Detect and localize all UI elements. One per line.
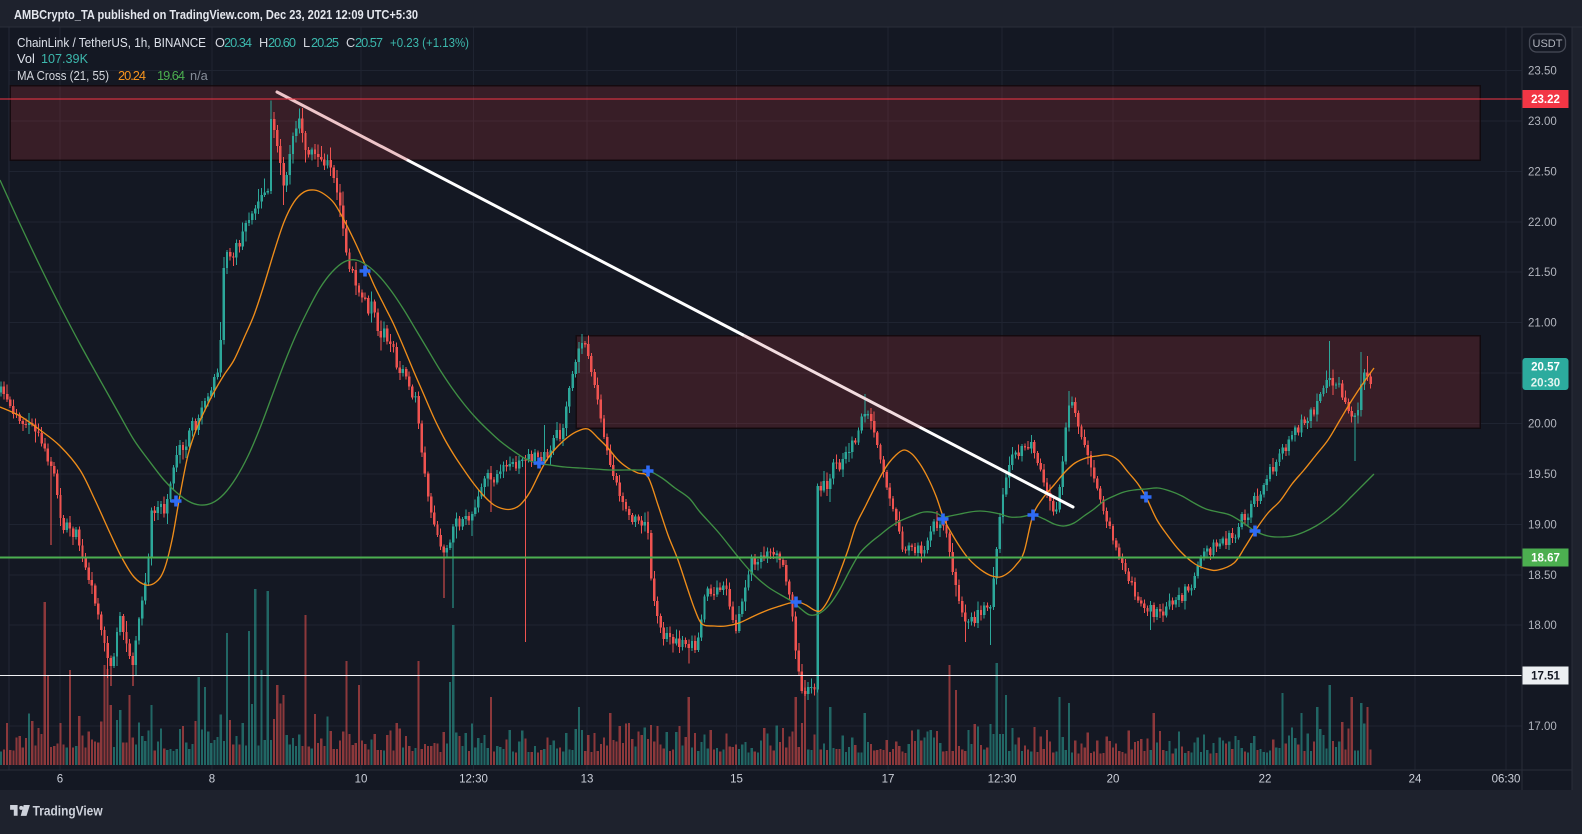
svg-text:06:30: 06:30 bbox=[1492, 774, 1521, 786]
svg-text:C: C bbox=[346, 35, 355, 50]
svg-text:H: H bbox=[259, 35, 268, 50]
svg-text:107.39K: 107.39K bbox=[41, 51, 88, 66]
svg-text:22: 22 bbox=[1259, 774, 1272, 786]
svg-text:13: 13 bbox=[581, 774, 594, 786]
svg-text:23.22: 23.22 bbox=[1531, 94, 1560, 106]
svg-text:ChainLink / TetherUS, 1h, BINA: ChainLink / TetherUS, 1h, BINANCE bbox=[17, 35, 206, 50]
svg-text:18.50: 18.50 bbox=[1528, 570, 1557, 582]
svg-text:AMBCrypto_TA published on Trad: AMBCrypto_TA published on TradingView.co… bbox=[14, 7, 418, 22]
svg-text:20:30: 20:30 bbox=[1531, 378, 1560, 390]
svg-text:15: 15 bbox=[730, 774, 743, 786]
svg-text:18.67: 18.67 bbox=[1531, 553, 1560, 565]
svg-text:23.00: 23.00 bbox=[1528, 116, 1557, 128]
svg-text:20.60: 20.60 bbox=[268, 35, 296, 50]
svg-text:20.57: 20.57 bbox=[355, 35, 383, 50]
svg-text:6: 6 bbox=[57, 774, 63, 786]
svg-text:17.00: 17.00 bbox=[1528, 721, 1557, 733]
svg-text:20.00: 20.00 bbox=[1528, 419, 1557, 431]
svg-text:21.50: 21.50 bbox=[1528, 267, 1557, 279]
svg-text:24: 24 bbox=[1409, 774, 1422, 786]
svg-text:8: 8 bbox=[209, 774, 215, 786]
svg-text:20.34: 20.34 bbox=[224, 35, 252, 50]
svg-text:22.00: 22.00 bbox=[1528, 217, 1557, 229]
svg-text:19.50: 19.50 bbox=[1528, 469, 1557, 481]
svg-text:18.00: 18.00 bbox=[1528, 620, 1557, 632]
svg-text:20.24: 20.24 bbox=[118, 68, 146, 83]
svg-text:21.00: 21.00 bbox=[1528, 318, 1557, 330]
svg-text:L: L bbox=[303, 35, 310, 50]
svg-text:+0.23 (+1.13%): +0.23 (+1.13%) bbox=[390, 35, 469, 50]
svg-text:20.57: 20.57 bbox=[1531, 362, 1560, 374]
svg-text:20.25: 20.25 bbox=[311, 35, 339, 50]
svg-text:12:30: 12:30 bbox=[459, 774, 488, 786]
svg-text:USDT: USDT bbox=[1533, 38, 1563, 50]
svg-text:23.50: 23.50 bbox=[1528, 66, 1557, 78]
svg-text:Vol: Vol bbox=[17, 51, 35, 66]
svg-text:17.51: 17.51 bbox=[1531, 671, 1560, 683]
svg-text:12:30: 12:30 bbox=[988, 774, 1017, 786]
svg-text:19.00: 19.00 bbox=[1528, 519, 1557, 531]
svg-text:MA Cross (21, 55): MA Cross (21, 55) bbox=[17, 68, 109, 83]
svg-text:20: 20 bbox=[1107, 774, 1120, 786]
svg-text:17: 17 bbox=[882, 774, 895, 786]
svg-text:19.64: 19.64 bbox=[157, 68, 185, 83]
svg-text:22.50: 22.50 bbox=[1528, 166, 1557, 178]
svg-text:10: 10 bbox=[355, 774, 368, 786]
svg-text:O: O bbox=[215, 35, 225, 50]
svg-text:TradingView: TradingView bbox=[33, 804, 103, 819]
svg-text:n/a: n/a bbox=[190, 68, 209, 83]
